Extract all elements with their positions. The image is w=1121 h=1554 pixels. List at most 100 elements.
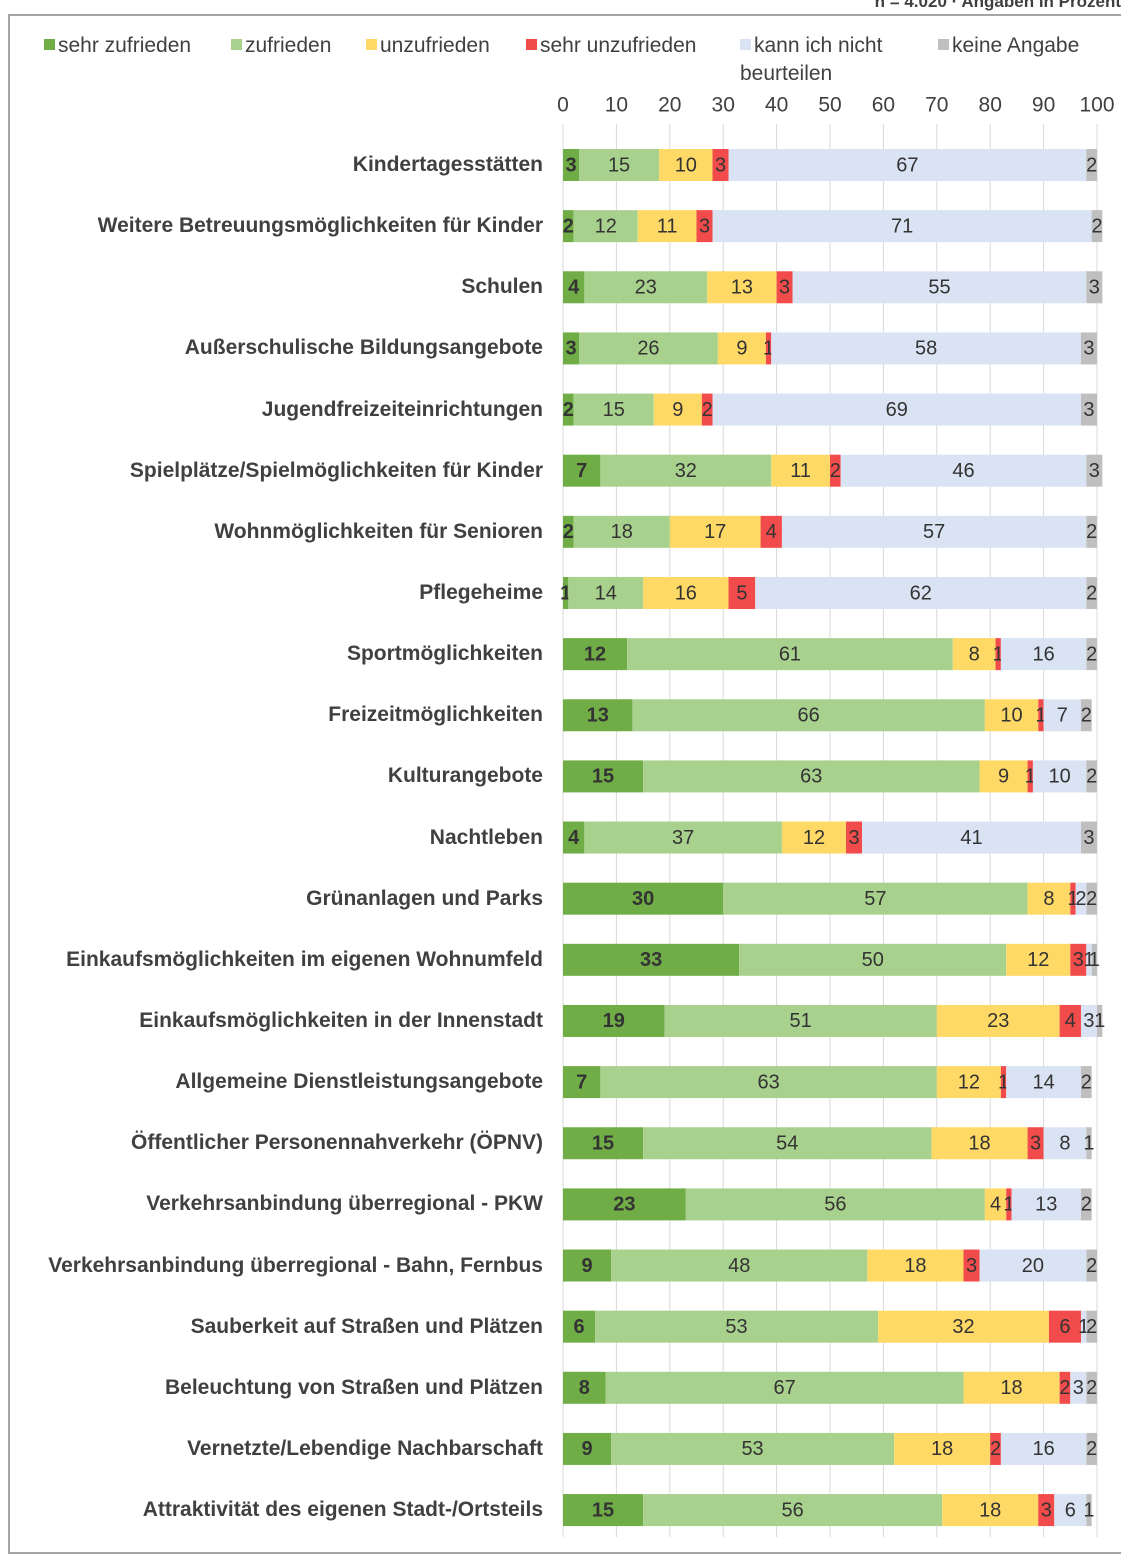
data-label: 3 <box>565 154 576 176</box>
data-label: 13 <box>1035 1194 1057 1216</box>
category-label: Attraktivität des eigenen Stadt-/Ortstei… <box>142 1498 543 1522</box>
bar-segment <box>1086 271 1103 304</box>
data-label: 63 <box>800 766 822 788</box>
data-label: 66 <box>798 705 820 727</box>
bar-segment <box>579 149 660 181</box>
bar-segment <box>1027 760 1033 793</box>
x-tick-label: 70 <box>925 94 948 117</box>
data-label: 2 <box>1091 215 1102 237</box>
data-label: 7 <box>576 1071 587 1093</box>
bar-segment <box>894 1432 991 1465</box>
data-label: 48 <box>728 1255 750 1277</box>
data-label: 16 <box>1032 643 1054 665</box>
bar-segment <box>1086 882 1097 915</box>
legend-item: keine Angabe <box>938 32 1121 60</box>
bar-segment <box>563 1249 612 1282</box>
data-label: 9 <box>672 399 683 421</box>
data-label: 8 <box>969 643 980 665</box>
data-label: 61 <box>779 643 801 665</box>
bar-segment <box>1043 699 1081 732</box>
data-label: 12 <box>958 1071 980 1093</box>
bar-segment <box>563 1432 612 1465</box>
data-label: 4 <box>568 827 580 849</box>
data-label: 2 <box>702 399 713 421</box>
data-label: 37 <box>672 827 694 849</box>
bar-segment <box>755 576 1087 609</box>
data-label: 51 <box>790 1010 812 1032</box>
data-label: 3 <box>1073 949 1084 971</box>
bar-segment <box>568 576 644 609</box>
bar-segment <box>632 699 985 732</box>
data-label: 1 <box>560 582 571 604</box>
category-label: Außerschulische Bildungsangebote <box>184 336 543 360</box>
bar-segment <box>728 576 756 609</box>
data-label: 18 <box>968 1133 990 1155</box>
data-label: 14 <box>1032 1071 1054 1093</box>
bar-segment <box>1006 1188 1012 1221</box>
category-label: Sportmöglichkeiten <box>346 642 543 666</box>
bar-segment <box>1086 576 1097 609</box>
legend-label: kann ich nicht beurteilen <box>740 34 883 85</box>
bar-segment <box>573 393 654 426</box>
data-label: 69 <box>886 399 908 421</box>
data-label: 1 <box>1083 949 1094 971</box>
bar-segment <box>1032 760 1087 793</box>
bar-segment <box>1086 1432 1097 1465</box>
bar-segment <box>1070 1371 1087 1404</box>
data-label: 4 <box>568 277 580 299</box>
bar-segment <box>1006 1066 1081 1099</box>
data-label: 13 <box>587 705 609 727</box>
bar-segment <box>611 1432 895 1465</box>
category-label: Beleuchtung von Straßen und Plätzen <box>164 1375 543 1399</box>
legend-swatch <box>740 39 751 50</box>
data-label: 11 <box>657 215 678 237</box>
bar-segment <box>563 760 644 793</box>
bar-segment <box>952 638 996 671</box>
data-label: 18 <box>611 521 633 543</box>
data-label: 33 <box>640 949 662 971</box>
x-tick-label: 90 <box>1032 94 1055 117</box>
data-label: 9 <box>581 1438 592 1460</box>
data-label: 30 <box>632 888 654 910</box>
data-label: 2 <box>1086 643 1097 665</box>
legend-swatch <box>938 39 949 50</box>
data-label: 6 <box>573 1316 584 1338</box>
bar-segment <box>1006 943 1071 976</box>
x-tick-label: 0 <box>557 94 569 117</box>
bar-segment <box>563 1188 686 1221</box>
data-label: 18 <box>931 1438 953 1460</box>
category-label: Einkaufsmöglichkeiten in der Innenstadt <box>139 1008 543 1032</box>
data-label: 2 <box>1086 1377 1097 1399</box>
bar-segment <box>595 1310 879 1343</box>
data-label: 2 <box>1086 766 1097 788</box>
bar-segment <box>637 210 697 243</box>
data-label: 3 <box>699 215 710 237</box>
bar-segment <box>942 1494 1039 1527</box>
bar-segment <box>1043 1127 1087 1160</box>
subtitle: n = 4.020 · Angaben in Prozent <box>874 0 1121 11</box>
data-label: 12 <box>803 827 825 849</box>
legend-swatch <box>44 39 55 50</box>
bar-segment <box>563 1066 601 1099</box>
category-label: Vernetzte/Lebendige Nachbarschaft <box>187 1436 543 1460</box>
data-label: 2 <box>830 460 841 482</box>
bar-segment <box>1080 1004 1097 1037</box>
data-label: 3 <box>715 154 726 176</box>
data-label: 17 <box>704 521 726 543</box>
bar-segment <box>1086 515 1097 548</box>
data-label: 41 <box>960 827 982 849</box>
data-label: 50 <box>862 949 884 971</box>
data-label: 3 <box>1041 1499 1052 1521</box>
bar-segment <box>1070 943 1087 976</box>
data-label: 2 <box>1081 1071 1092 1093</box>
data-label: 6 <box>1065 1499 1076 1521</box>
data-label: 1 <box>1003 1194 1014 1216</box>
data-label: 1 <box>1089 949 1100 971</box>
data-label: 1 <box>1067 888 1078 910</box>
bar-segment <box>712 149 729 181</box>
data-label: 14 <box>595 582 617 604</box>
bar-segment <box>563 638 628 671</box>
bar-segment <box>627 638 953 671</box>
x-tick-label: 80 <box>979 94 1002 117</box>
